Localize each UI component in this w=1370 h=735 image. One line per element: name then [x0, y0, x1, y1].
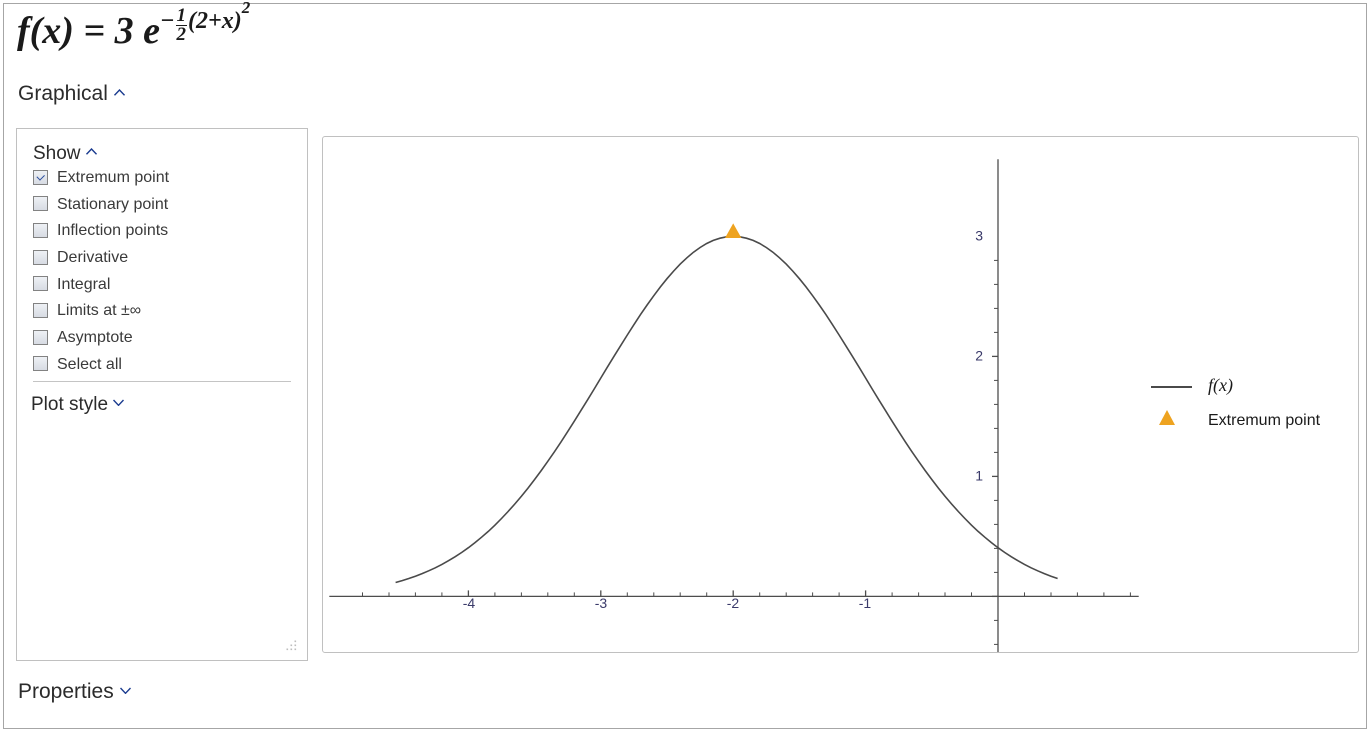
svg-text:-4: -4	[463, 595, 476, 611]
svg-text:-2: -2	[727, 595, 740, 611]
svg-text:1: 1	[975, 468, 983, 484]
svg-text:-1: -1	[859, 595, 872, 611]
svg-text:3: 3	[975, 228, 983, 244]
svg-text:2: 2	[975, 348, 983, 364]
svg-text:-3: -3	[595, 595, 608, 611]
